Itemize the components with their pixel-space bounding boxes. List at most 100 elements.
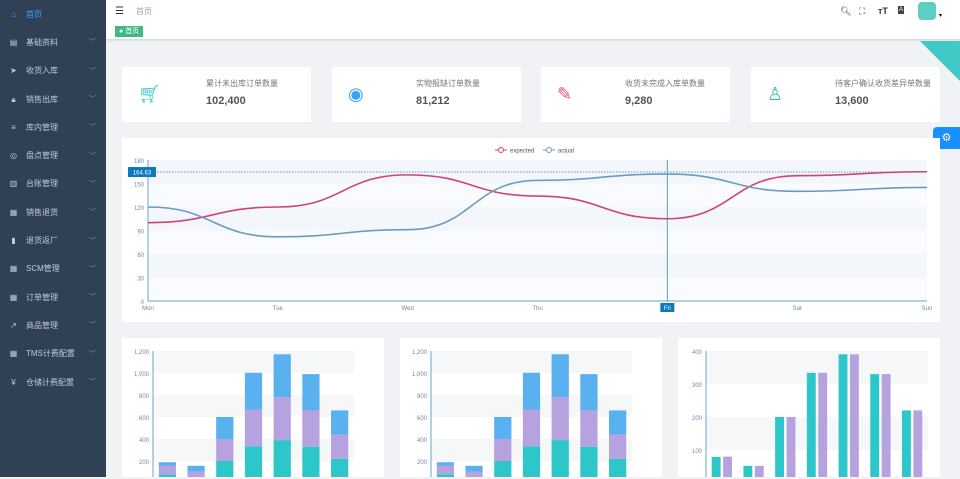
bar <box>216 461 234 479</box>
chevron-down-icon: ﹀ <box>89 237 96 245</box>
legend-marker-dot <box>498 147 504 153</box>
grid-band <box>153 351 354 373</box>
table-icon: ▦ <box>9 349 18 359</box>
sidebar-item-label: 台账管理 <box>26 179 58 189</box>
x-tick-label: Mon <box>142 306 154 312</box>
y-tick-label: 1,000 <box>134 372 150 378</box>
y-tick-label: 120 <box>134 206 145 212</box>
bar <box>216 417 234 439</box>
chevron-down-icon: ﹀ <box>89 39 96 47</box>
sidebar-item[interactable]: ▤ 基础资料 ﹀ <box>0 28 106 56</box>
tag-label: 首页 <box>125 28 140 35</box>
breadcrumb[interactable]: 首页 <box>135 6 152 16</box>
form-icon: ✎ <box>557 84 573 104</box>
grid-icon: ▦ <box>9 207 18 217</box>
bar <box>522 409 541 447</box>
tags-view: ● 首页 <box>106 22 960 40</box>
sidebar-item[interactable]: ➤ 收货入库 ﹀ <box>0 57 106 85</box>
language-icon[interactable]: A <box>898 6 905 14</box>
y-tick-label: 180 <box>134 159 145 165</box>
sidebar-item[interactable]: 🔒︎ 销售出库 ﹀ <box>0 85 106 113</box>
crosshair-label: 164.63 <box>133 171 152 177</box>
y-tick-label: 400 <box>417 438 428 444</box>
font-size-icon[interactable]: тT <box>878 6 888 16</box>
legend-marker-dot <box>546 147 552 153</box>
fullscreen-icon[interactable]: ⛶ <box>859 6 866 16</box>
bar <box>494 417 512 439</box>
send-icon: ➤ <box>10 66 17 76</box>
bar <box>331 458 349 479</box>
y-tick-label: 90 <box>137 230 144 236</box>
sidebar-item[interactable]: ▦ SCM管理 ﹀ <box>0 255 106 283</box>
sidebar-item-label: 销售退货 <box>26 207 58 217</box>
stat-card[interactable]: 🛒︎ 累计未出库订单数量 102,400 <box>122 67 311 122</box>
grid-band <box>148 207 927 231</box>
navbar: ☰ 首页 🔍︎ ⛶ тT A ▾ <box>106 0 960 22</box>
sidebar-item[interactable]: ▦ 订单管理 ﹀ <box>0 283 106 311</box>
yen-icon: ¥ <box>11 377 16 387</box>
chevron-down-icon: ﹀ <box>89 96 96 104</box>
avatar[interactable] <box>918 2 936 20</box>
sidebar-item[interactable]: ▥ 台账管理 ﹀ <box>0 170 106 198</box>
y-tick-label: 200 <box>692 416 703 422</box>
bar <box>244 446 263 479</box>
chevron-down-icon: ﹀ <box>89 350 96 358</box>
sidebar-item[interactable]: ▦ TMS计费配置 ﹀ <box>0 340 106 368</box>
bar <box>580 410 598 447</box>
stat-card[interactable]: ◉ 实物报缺订单数量 81,212 <box>332 67 521 122</box>
bar <box>436 462 454 466</box>
y-tick-label: 300 <box>692 383 703 389</box>
shopping-cart-icon: 🛒︎ <box>138 84 161 104</box>
bar-chart-panel-1: 200 400 600 800 1,000 1,200 <box>122 338 384 479</box>
series-line-actual <box>147 173 928 238</box>
bar <box>743 465 753 479</box>
y-tick-label: 1,200 <box>412 350 428 356</box>
bar <box>609 458 627 479</box>
sidebar-item[interactable]: ↗ 商品管理 ﹀ <box>0 311 106 339</box>
sidebar-item[interactable]: ¥ 仓储计费配置 ﹀ <box>0 368 106 396</box>
line-chart-panel: 0 30 60 90 120 150 180 Mon Tue Wed Thu Fri Sat Sun 164… <box>122 138 940 322</box>
sidebar-item-label: 商品管理 <box>26 320 58 330</box>
stat-card[interactable]: ♙ 待客户确认收货差异单数量 13,600 <box>751 67 940 122</box>
bar-chart-panel-3: 100 200 300 400 <box>678 338 940 479</box>
hamburger-icon[interactable]: ☰ <box>115 5 124 17</box>
sidebar-item[interactable]: ≡ 库内管理 ﹀ <box>0 113 106 141</box>
crosshair-label-bg <box>128 167 156 178</box>
tag-home[interactable]: ● 首页 <box>115 26 144 37</box>
bar <box>754 465 764 479</box>
sidebar-item-label: SCM管理 <box>26 264 60 274</box>
bar <box>551 354 569 398</box>
chevron-down-icon: ﹀ <box>89 209 96 217</box>
x-tick-label: Sat <box>793 306 802 312</box>
bar <box>609 434 627 459</box>
bar <box>273 397 291 441</box>
bar <box>806 372 816 479</box>
bar <box>522 372 541 410</box>
document-icon: ▤ <box>9 37 18 47</box>
sidebar-item[interactable]: ▮ 退货返厂 ﹀ <box>0 226 106 254</box>
sidebar-item[interactable]: ▦ 销售退货 ﹀ <box>0 198 106 226</box>
bar <box>302 410 320 447</box>
sidebar-item-label: 收货入库 <box>26 66 58 76</box>
sidebar-item-label: 库内管理 <box>26 122 58 132</box>
sidebar-item[interactable]: ⌂ 首页 <box>0 0 106 28</box>
chevron-down-icon: ﹀ <box>89 379 96 386</box>
sidebar-item[interactable]: ◎ 盘点管理 ﹀ <box>0 141 106 169</box>
chevron-down-icon: ﹀ <box>89 124 96 132</box>
bar <box>465 471 483 478</box>
chevron-down-icon: ﹀ <box>89 180 96 188</box>
stat-card[interactable]: ✎ 收货未完成入库单数量 9,280 <box>541 67 730 122</box>
bar <box>244 372 263 410</box>
bar <box>838 354 848 479</box>
bar <box>551 397 569 441</box>
search-icon[interactable]: 🔍︎ <box>840 6 852 16</box>
bar <box>465 465 483 472</box>
series-line-expected <box>147 170 928 224</box>
bar <box>551 440 569 479</box>
bar <box>901 410 911 479</box>
y-tick-label: 200 <box>417 460 428 466</box>
y-tick-label: 30 <box>137 277 144 283</box>
caret-down-icon[interactable]: ▾ <box>939 13 943 19</box>
bar <box>187 465 205 472</box>
chevron-down-icon: ﹀ <box>89 67 96 75</box>
